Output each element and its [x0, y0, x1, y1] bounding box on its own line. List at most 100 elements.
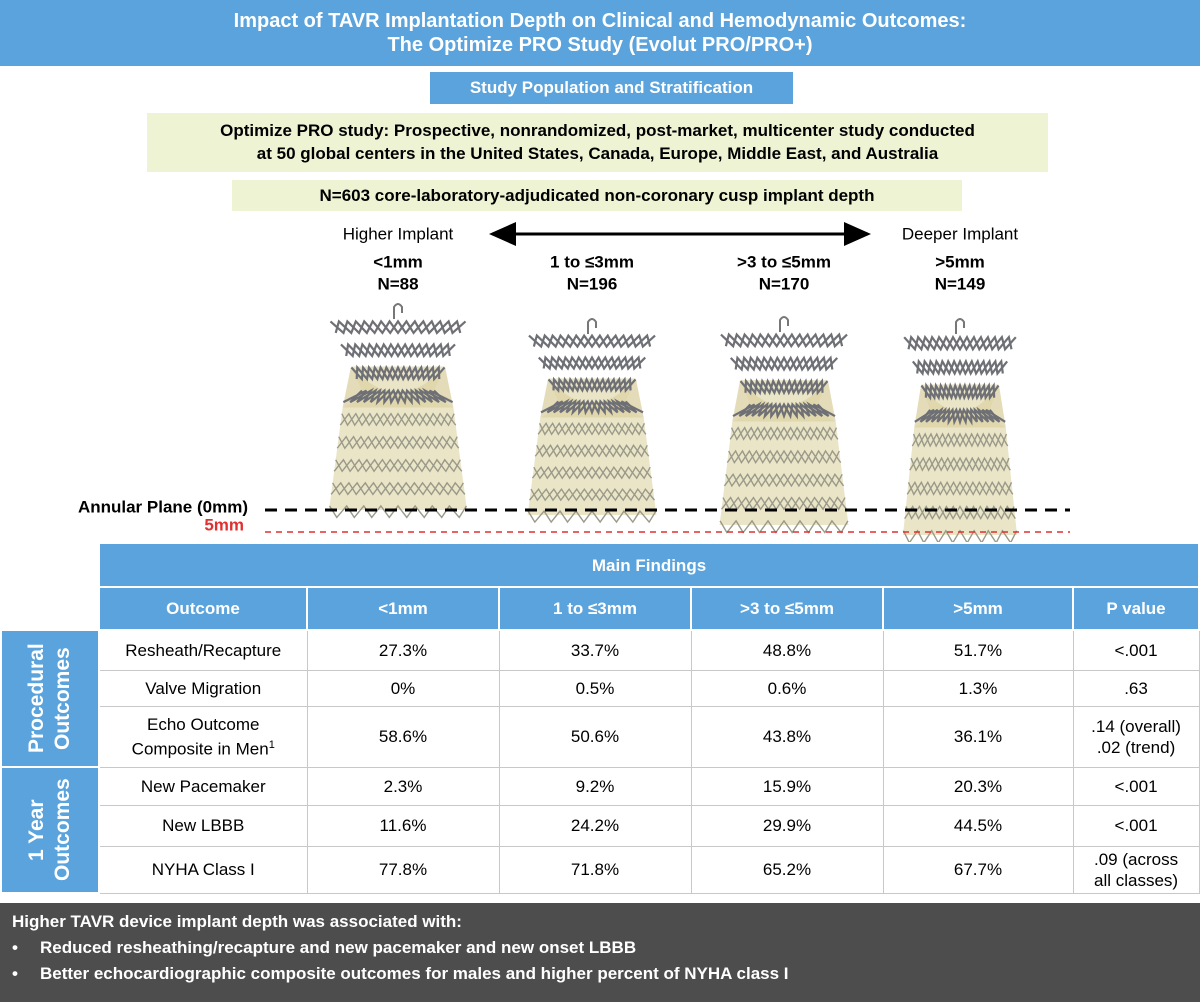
valve-strut — [914, 406, 1006, 426]
valve — [328, 303, 468, 519]
group-label: 1 Year Outcomes — [0, 766, 100, 894]
value: 1.3% — [882, 669, 1074, 707]
valve-strut — [542, 355, 642, 371]
footnote: 1 — [268, 738, 275, 751]
valve-strut — [336, 435, 460, 450]
valve — [902, 318, 1018, 542]
outcome: Echo Outcome Composite in Men1 — [98, 705, 308, 768]
valve-strut — [744, 378, 824, 396]
description-line: Optimize PRO study: Prospective, nonrand… — [220, 121, 975, 140]
valve-strut — [530, 487, 654, 502]
p-value: <.001 — [1072, 629, 1200, 671]
valve-strut — [924, 382, 996, 401]
implant-figure: Higher Implant Deeper Implant Annular Pl… — [78, 222, 1070, 542]
study-description: Optimize PRO study: Prospective, nonrand… — [147, 113, 1048, 172]
outcome-line: Composite in Men — [131, 739, 269, 759]
valve — [719, 316, 849, 534]
table-row: NYHA Class I 77.8% 71.8% 65.2% 67.7% .09 (acr… — [1, 845, 1200, 894]
outcome-line: Valve Migration — [145, 678, 262, 698]
bullet-text: Reduced resheathing/recapture and new pa… — [40, 938, 637, 957]
conclusion-heading: Higher TAVR device implant depth was ass… — [12, 912, 462, 931]
value: 36.1% — [882, 705, 1074, 768]
conclusion: Higher TAVR device implant depth was ass… — [0, 903, 1200, 1002]
valve-loop — [393, 303, 403, 319]
value: 2.3% — [306, 766, 500, 806]
valve-strut — [729, 426, 839, 441]
valve-strut — [537, 355, 647, 371]
p-line: <.001 — [1114, 776, 1158, 796]
value: 65.2% — [690, 845, 884, 894]
valve-strut — [350, 364, 446, 382]
table-title-row: Main Findings — [1, 542, 1200, 588]
valve-strut — [910, 456, 1010, 472]
valve-strut — [342, 387, 454, 406]
p-line: .14 (overall) — [1091, 716, 1181, 736]
valve-strut — [328, 504, 468, 519]
value: 24.2% — [498, 804, 692, 847]
valve-strut — [909, 456, 1011, 472]
outcome-line: Resheath/Recapture — [125, 640, 282, 660]
group-depth: >5mm — [935, 252, 985, 271]
valve-strut — [920, 382, 1000, 401]
title: The Optimize PRO Study (Evolut PRO/PRO+) — [387, 34, 813, 56]
five-mm-label: 5mm — [204, 515, 244, 534]
valve-strut — [333, 458, 463, 473]
valve-strut — [719, 519, 849, 534]
bullet: • Reduced resheathing/recapture and new p… — [12, 935, 1200, 961]
valve-strut — [732, 401, 836, 420]
value: 0.5% — [498, 669, 692, 707]
value: 77.8% — [306, 845, 500, 894]
column-header: P value — [1071, 586, 1200, 631]
valve-strut — [531, 465, 653, 480]
blank — [1, 587, 99, 630]
p-value: <.001 — [1072, 766, 1200, 806]
valve-strut — [903, 334, 1017, 352]
valve-strut — [533, 465, 651, 480]
valve-strut — [916, 358, 1004, 377]
findings-table: Main Findings Outcome <1mm 1 to ≤3mm >3 to ≤… — [0, 542, 1200, 894]
valve-strut — [329, 319, 467, 335]
table-row: Echo Outcome Composite in Men1 58.6% 50.6% 4… — [1, 705, 1200, 768]
valve-strut — [911, 358, 1009, 377]
valve-strut — [338, 435, 458, 450]
valve-strut — [726, 449, 842, 465]
p-value: <.001 — [1072, 804, 1200, 847]
value: 27.3% — [306, 629, 500, 671]
p-value: .63 — [1072, 669, 1200, 707]
value: 0.6% — [690, 669, 884, 707]
valve-strut — [902, 529, 1018, 542]
title-bar: Impact of TAVR Implantation Depth on Cli… — [0, 0, 1200, 66]
outcome: New Pacemaker — [98, 766, 308, 806]
table-row: Procedural Outcomes Resheath/Recapture 27.… — [0, 629, 1200, 768]
axis-left: Higher Implant — [343, 224, 454, 243]
valve-strut — [730, 426, 838, 441]
valve-strut — [355, 364, 441, 382]
value: 44.5% — [882, 804, 1074, 847]
table-row: New LBBB 11.6% 24.2% 29.9% 44.5% <.001 — [1, 804, 1200, 847]
valve-strut — [340, 342, 456, 359]
valve-strut — [912, 432, 1008, 448]
p-line: .09 (across — [1093, 849, 1179, 869]
group-depth: >3 to ≤5mm — [737, 252, 831, 271]
group-n: N=149 — [935, 274, 986, 293]
group-n: N=170 — [759, 274, 810, 293]
valve-strut — [349, 387, 447, 406]
value: 20.3% — [882, 766, 1074, 806]
column-header: 1 to ≤3mm — [498, 586, 692, 631]
valve-strut — [532, 333, 652, 349]
value: 50.6% — [498, 705, 692, 768]
valve-strut — [911, 432, 1009, 448]
table-title: Main Findings — [97, 542, 1200, 588]
valve-strut — [547, 376, 637, 394]
group-label-text: Procedural Outcomes — [25, 643, 74, 754]
section-title: Study Population and Stratification — [430, 72, 793, 104]
valve-strut — [907, 334, 1013, 352]
p-line: <.001 — [1114, 816, 1158, 835]
axis-right: Deeper Implant — [902, 224, 1019, 243]
valve-strut — [334, 319, 462, 335]
valve — [527, 318, 657, 524]
column-header: >5mm — [882, 586, 1074, 631]
valve-strut — [534, 443, 650, 458]
outcome-line: NYHA Class I — [151, 860, 255, 879]
